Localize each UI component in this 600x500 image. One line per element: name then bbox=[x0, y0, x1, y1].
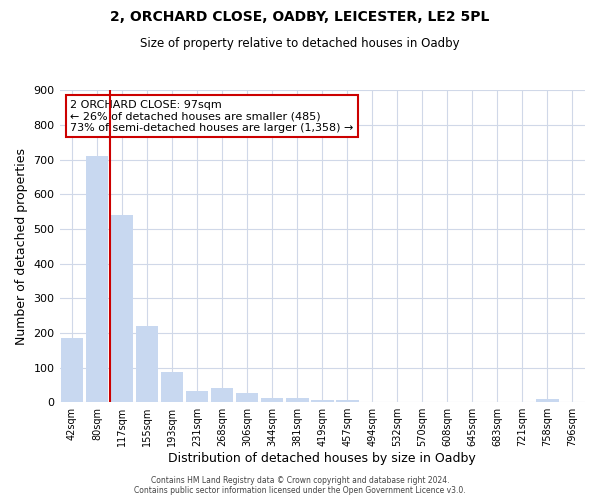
Bar bbox=[211, 388, 233, 402]
Bar bbox=[186, 391, 208, 402]
X-axis label: Distribution of detached houses by size in Oadby: Distribution of detached houses by size … bbox=[169, 452, 476, 465]
Bar bbox=[61, 338, 83, 402]
Bar bbox=[286, 398, 308, 402]
Text: 2 ORCHARD CLOSE: 97sqm
← 26% of detached houses are smaller (485)
73% of semi-de: 2 ORCHARD CLOSE: 97sqm ← 26% of detached… bbox=[70, 100, 353, 133]
Bar bbox=[311, 400, 334, 402]
Text: Size of property relative to detached houses in Oadby: Size of property relative to detached ho… bbox=[140, 38, 460, 51]
Text: Contains HM Land Registry data © Crown copyright and database right 2024.
Contai: Contains HM Land Registry data © Crown c… bbox=[134, 476, 466, 495]
Bar bbox=[536, 400, 559, 402]
Bar bbox=[136, 326, 158, 402]
Y-axis label: Number of detached properties: Number of detached properties bbox=[15, 148, 28, 345]
Bar bbox=[336, 400, 359, 402]
Bar bbox=[161, 372, 184, 402]
Bar bbox=[236, 393, 259, 402]
Bar bbox=[261, 398, 283, 402]
Text: 2, ORCHARD CLOSE, OADBY, LEICESTER, LE2 5PL: 2, ORCHARD CLOSE, OADBY, LEICESTER, LE2 … bbox=[110, 10, 490, 24]
Bar bbox=[111, 215, 133, 402]
Bar bbox=[86, 156, 109, 402]
